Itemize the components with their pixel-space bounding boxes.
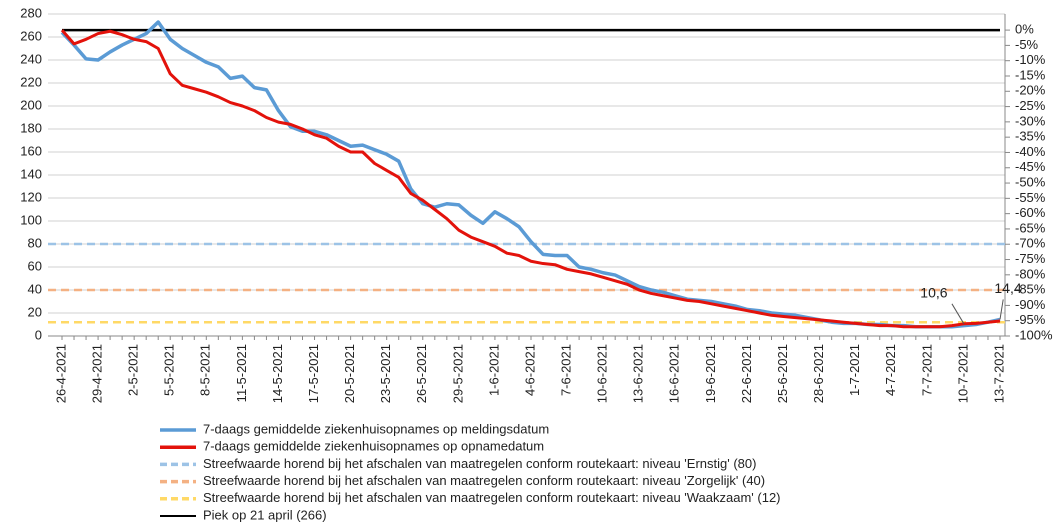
y2-tick-label: -20% (1015, 83, 1046, 98)
legend-label: 7-daags gemiddelde ziekenhuisopnames op … (203, 439, 544, 454)
y2-tick-label: -40% (1015, 144, 1046, 159)
x-tick-label: 10-6-2021 (595, 344, 610, 403)
y-tick-label: 0 (35, 327, 42, 342)
y2-tick-label: -35% (1015, 129, 1046, 144)
x-tick-label: 29-5-2021 (450, 344, 465, 403)
y-tick-label: 180 (20, 120, 42, 135)
y2-tick-label: -45% (1015, 159, 1046, 174)
x-tick-label: 7-7-2021 (919, 344, 934, 396)
y-tick-label: 140 (20, 166, 42, 181)
label-leader (951, 303, 965, 325)
y-tick-label: 220 (20, 74, 42, 89)
y2-tick-label: 0% (1015, 22, 1034, 37)
x-tick-label: 13-7-2021 (991, 344, 1006, 403)
y2-tick-label: -75% (1015, 251, 1046, 266)
y-tick-label: 20 (28, 304, 42, 319)
y-tick-label: 260 (20, 28, 42, 43)
x-tick-label: 5-5-2021 (162, 344, 177, 396)
y-tick-label: 280 (20, 5, 42, 20)
y2-tick-label: -95% (1015, 312, 1046, 327)
y2-tick-label: -15% (1015, 67, 1046, 82)
y2-tick-label: -10% (1015, 52, 1046, 67)
x-tick-label: 20-5-2021 (342, 344, 357, 403)
x-tick-label: 19-6-2021 (703, 344, 718, 403)
y2-tick-label: -50% (1015, 174, 1046, 189)
x-tick-label: 4-7-2021 (883, 344, 898, 396)
y-tick-label: 200 (20, 97, 42, 112)
series-line (60, 20, 1001, 329)
y-tick-label: 60 (28, 258, 42, 273)
x-tick-label: 8-5-2021 (198, 344, 213, 396)
x-tick-label: 17-5-2021 (306, 344, 321, 403)
y-tick-label: 240 (20, 51, 42, 66)
y-tick-label: 80 (28, 235, 42, 250)
y-tick-label: 100 (20, 212, 42, 227)
y2-tick-label: -100% (1015, 327, 1053, 342)
y2-tick-label: -90% (1015, 297, 1046, 312)
x-tick-label: 2-5-2021 (126, 344, 141, 396)
x-tick-label: 26-5-2021 (414, 344, 429, 403)
data-label: 14,4 (994, 280, 1021, 296)
y2-tick-label: -5% (1015, 37, 1039, 52)
y-tick-label: 40 (28, 281, 42, 296)
legend-label: Piek op 21 april (266) (203, 507, 327, 522)
x-tick-label: 26-4-2021 (53, 344, 68, 403)
y-tick-label: 160 (20, 143, 42, 158)
legend-label: Streefwaarde horend bij het afschalen va… (203, 473, 765, 488)
y2-tick-label: -30% (1015, 113, 1046, 128)
x-tick-label: 11-5-2021 (234, 344, 249, 402)
x-tick-label: 22-6-2021 (739, 344, 754, 403)
x-tick-label: 10-7-2021 (955, 344, 970, 403)
x-tick-label: 28-6-2021 (811, 344, 826, 403)
x-tick-label: 7-6-2021 (559, 344, 574, 396)
x-tick-label: 25-6-2021 (775, 344, 790, 403)
y2-tick-label: -80% (1015, 266, 1046, 281)
y2-tick-label: -25% (1015, 98, 1046, 113)
x-tick-label: 1-7-2021 (847, 344, 862, 396)
legend-label: Streefwaarde horend bij het afschalen va… (203, 456, 756, 471)
legend-label: 7-daags gemiddelde ziekenhuisopnames op … (203, 421, 549, 436)
legend-label: Streefwaarde horend bij het afschalen va… (203, 490, 781, 505)
y-tick-label: 120 (20, 189, 42, 204)
x-tick-label: 4-6-2021 (522, 344, 537, 396)
x-tick-label: 1-6-2021 (486, 344, 501, 396)
x-tick-label: 29-4-2021 (90, 344, 105, 403)
label-leader (999, 299, 1004, 320)
x-tick-label: 16-6-2021 (667, 344, 682, 403)
y2-tick-label: -60% (1015, 205, 1046, 220)
series-line (60, 29, 1001, 329)
y2-tick-label: -70% (1015, 236, 1046, 251)
y2-tick-label: -65% (1015, 220, 1046, 235)
y2-tick-label: -85% (1015, 282, 1046, 297)
x-tick-label: 23-5-2021 (378, 344, 393, 403)
y2-tick-label: -55% (1015, 190, 1046, 205)
x-tick-label: 13-6-2021 (631, 344, 646, 403)
data-label: 10,6 (920, 285, 947, 301)
x-tick-label: 14-5-2021 (270, 344, 285, 403)
